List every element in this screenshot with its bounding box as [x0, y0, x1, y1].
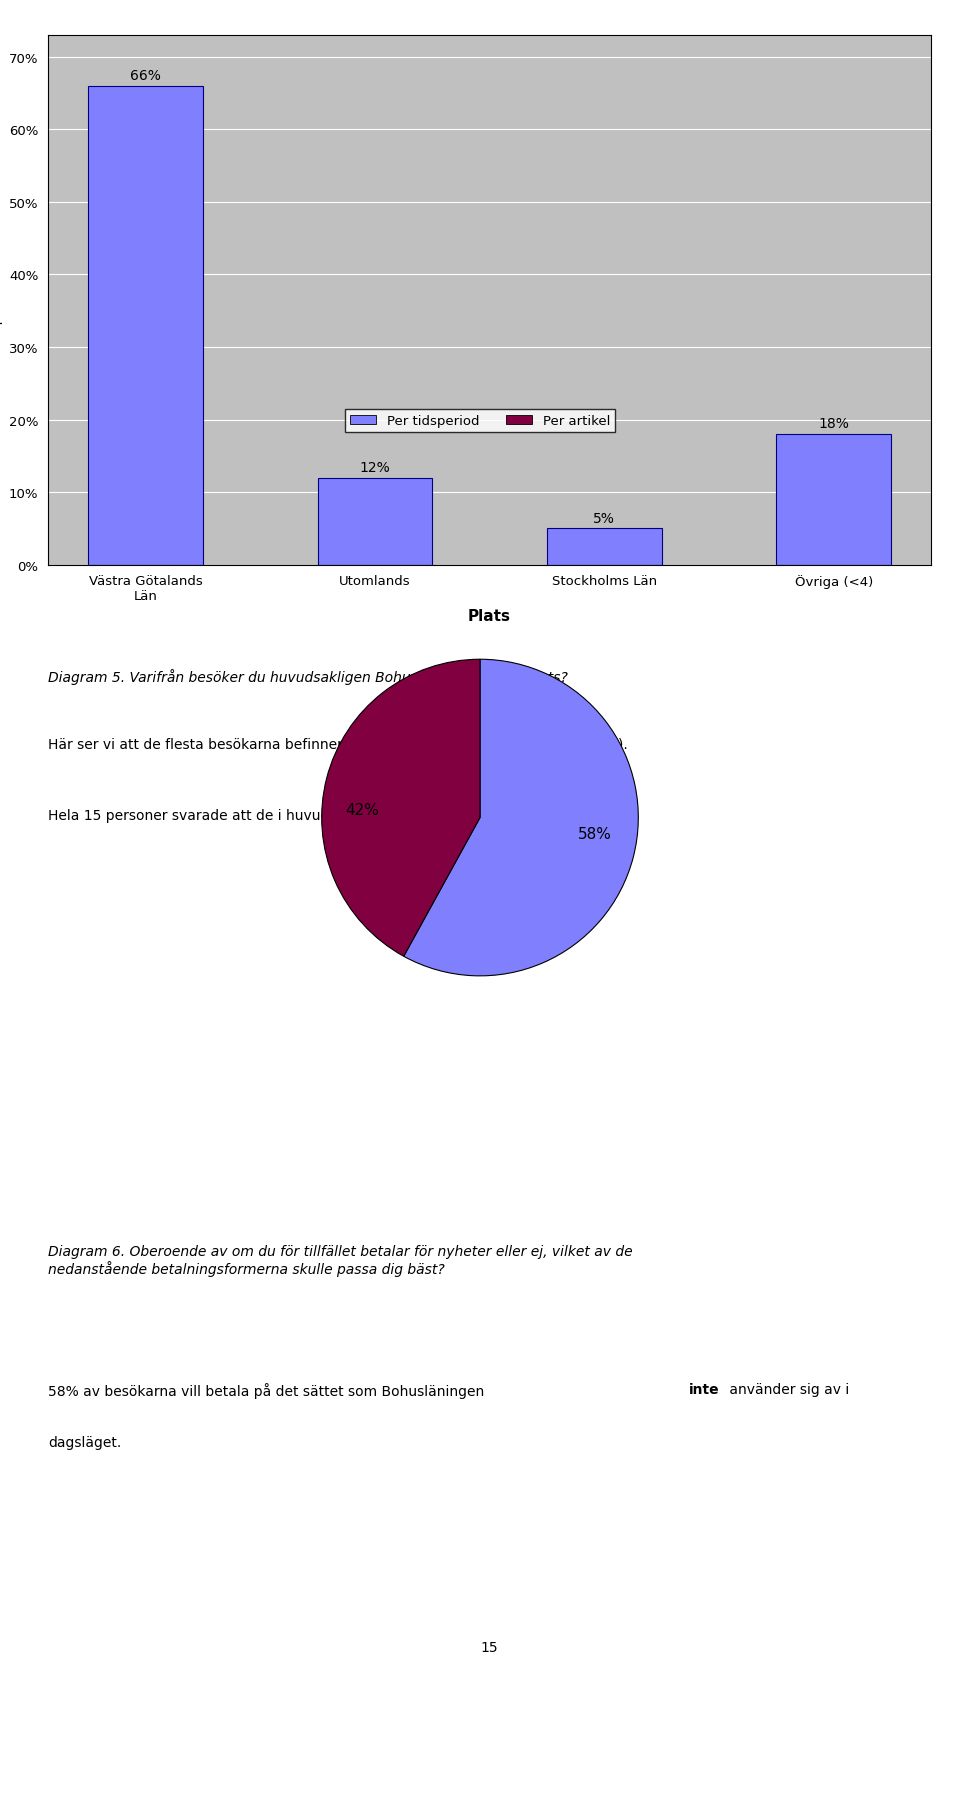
Wedge shape: [322, 660, 480, 957]
Bar: [318, 478, 432, 565]
Text: 15: 15: [481, 1640, 498, 1654]
Text: använder sig av i: använder sig av i: [725, 1383, 849, 1397]
Text: 58%: 58%: [578, 827, 612, 841]
Text: Här ser vi att de flesta besökarna befinner sig i Västra Götalands län (82 perso: Här ser vi att de flesta besökarna befin…: [48, 737, 628, 752]
Text: Hela 15 personer svarade att de i huvudsak besöker Bohuslaningen.se från utlande: Hela 15 personer svarade att de i huvuds…: [48, 807, 639, 823]
Bar: [88, 86, 203, 565]
Text: 5%: 5%: [593, 511, 615, 525]
Text: 42%: 42%: [346, 802, 379, 818]
Text: 58% av besökarna vill betala på det sättet som Bohusläningen: 58% av besökarna vill betala på det sätt…: [48, 1383, 489, 1399]
Text: 12%: 12%: [360, 460, 391, 475]
Text: dagsläget.: dagsläget.: [48, 1435, 121, 1449]
Text: Diagram 5. Varifrån besöker du huvudsakligen Bohusläningens webbplats?: Diagram 5. Varifrån besöker du huvudsakl…: [48, 669, 568, 685]
Text: 18%: 18%: [818, 417, 850, 432]
Bar: [547, 529, 661, 565]
Text: Diagram 6. Oberoende av om du för tillfället betalar för nyheter eller ej, vilke: Diagram 6. Oberoende av om du för tillfä…: [48, 1244, 633, 1277]
Legend: Per tidsperiod, Per artikel: Per tidsperiod, Per artikel: [345, 410, 615, 433]
Text: inte: inte: [689, 1383, 720, 1397]
X-axis label: Plats: Plats: [468, 608, 511, 624]
Bar: [777, 435, 891, 565]
Text: 66%: 66%: [130, 68, 161, 83]
Wedge shape: [404, 660, 638, 976]
Y-axis label: Antal personer i %: Antal personer i %: [0, 237, 3, 365]
